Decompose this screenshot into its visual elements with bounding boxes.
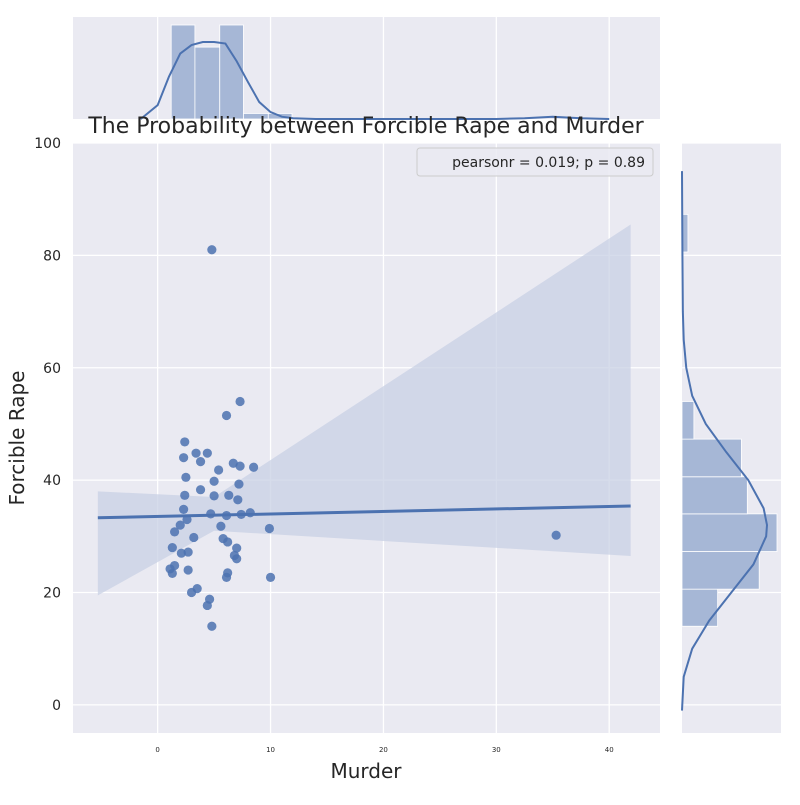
data-point <box>235 461 245 471</box>
data-point <box>195 457 206 467</box>
data-point <box>235 396 245 407</box>
data-point <box>265 572 276 582</box>
main-panel: 0 10 20 30 40 0 20 40 60 80 100 <box>34 136 660 754</box>
data-point <box>183 547 193 557</box>
data-point <box>232 554 242 564</box>
data-point <box>182 514 192 525</box>
y-tick-label: 0 <box>52 698 61 714</box>
y-tick-label: 60 <box>43 361 61 377</box>
data-point <box>232 543 242 553</box>
top-marginal-background <box>73 17 660 119</box>
y-tick-label: 20 <box>43 586 61 602</box>
y-tick-label: 80 <box>43 248 61 264</box>
data-point <box>179 504 189 514</box>
data-point <box>202 448 212 458</box>
data-point <box>202 600 212 611</box>
data-point <box>207 621 217 631</box>
data-point <box>233 495 243 505</box>
x-kde-curve <box>140 41 610 120</box>
y-histogram-bar <box>681 476 748 515</box>
data-point <box>183 565 193 575</box>
data-point <box>167 542 177 553</box>
data-point <box>207 245 217 255</box>
data-point <box>209 476 219 486</box>
data-point <box>214 465 224 475</box>
y-histogram-bar <box>681 438 742 478</box>
right-marginal <box>681 142 781 733</box>
data-point <box>169 527 180 537</box>
y-histogram-bar <box>681 401 695 440</box>
x-tick-label: 10 <box>266 746 275 754</box>
data-point <box>249 462 259 472</box>
x-tick-label: 30 <box>492 746 501 754</box>
y-kde-curve <box>681 171 769 711</box>
data-point <box>234 479 244 489</box>
x-tick-label: 40 <box>605 746 614 754</box>
data-point <box>206 509 216 519</box>
x-axis-label: Murder <box>330 759 402 783</box>
data-point <box>264 523 275 534</box>
data-point <box>224 490 234 500</box>
data-point <box>179 453 189 463</box>
legend-text: pearsonr = 0.019; p = 0.89 <box>452 155 645 171</box>
y-tick-label: 40 <box>43 473 61 489</box>
x-histogram-bar <box>219 24 244 120</box>
data-point <box>176 548 186 558</box>
top-marginal <box>73 17 660 120</box>
scatter-points <box>165 245 561 631</box>
x-histogram-bar <box>170 24 196 120</box>
x-tick-label: 20 <box>379 746 388 754</box>
data-point <box>175 520 185 530</box>
y-tick-label: 100 <box>34 136 61 152</box>
right-marginal-background <box>682 143 781 733</box>
data-point <box>209 491 219 501</box>
x-histogram-bar <box>194 46 221 120</box>
confidence-band <box>97 224 631 596</box>
data-point <box>221 572 232 582</box>
data-point <box>186 587 197 598</box>
legend: pearsonr = 0.019; p = 0.89 <box>416 147 654 177</box>
y-histogram-bar <box>681 588 719 627</box>
x-tick-label: 0 <box>155 746 159 754</box>
data-point <box>245 508 255 518</box>
chart-title: The Probability between Forcible Rape an… <box>87 114 644 139</box>
data-point <box>191 448 201 458</box>
y-axis-label: Forcible Rape <box>5 371 29 506</box>
legend-box <box>416 147 654 177</box>
y-tick-labels: 0 20 40 60 80 100 <box>34 136 61 714</box>
data-point <box>189 532 199 543</box>
x-histogram <box>170 24 293 120</box>
data-point <box>195 485 206 495</box>
data-point <box>221 410 232 421</box>
data-point <box>180 490 190 500</box>
y-histogram-bar <box>681 551 760 590</box>
data-point <box>180 437 190 447</box>
top-marginal-grid <box>157 17 610 119</box>
data-point <box>221 510 232 521</box>
data-point <box>167 568 177 579</box>
data-point <box>551 530 561 540</box>
x-tick-labels: 0 10 20 30 40 <box>155 746 613 754</box>
data-point <box>181 472 191 482</box>
data-point <box>223 537 233 547</box>
data-point <box>216 521 226 531</box>
data-point <box>236 509 246 520</box>
